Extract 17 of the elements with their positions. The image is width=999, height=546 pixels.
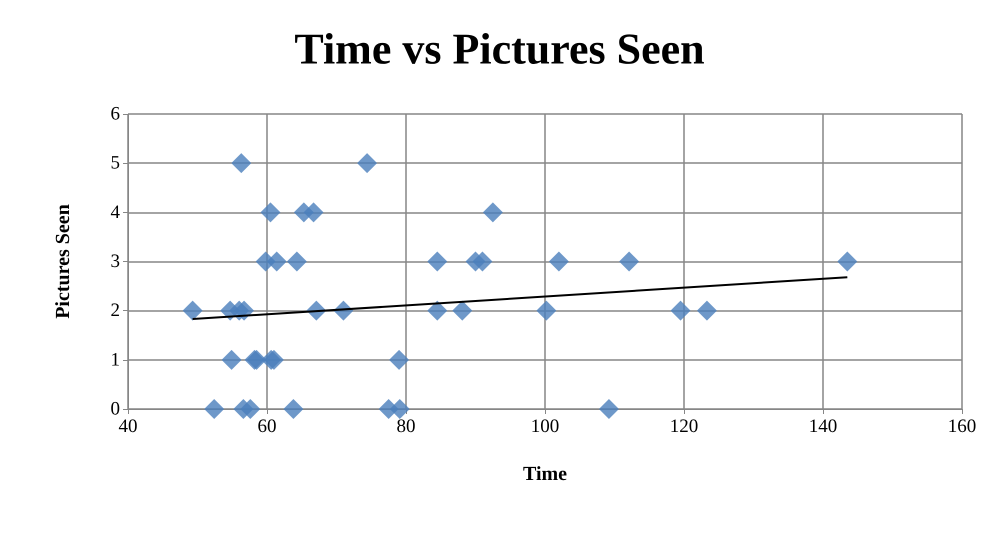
x-tick-label: 100 [530, 416, 560, 437]
x-tick-label: 140 [808, 416, 838, 437]
y-axis-title: Pictures Seen [52, 204, 74, 319]
y-tick-label: 1 [110, 349, 120, 370]
y-tick-label: 0 [110, 398, 120, 420]
x-tick-label: 60 [258, 416, 276, 437]
x-tick-label: 80 [396, 416, 416, 437]
y-tick-label: 4 [110, 202, 120, 223]
chart-title: Time vs Pictures Seen [294, 24, 705, 74]
x-tick-label: 120 [670, 416, 698, 437]
y-tick-label: 3 [110, 251, 120, 272]
y-tick-label: 2 [110, 300, 120, 322]
x-axis-title: Time [522, 463, 568, 485]
y-tick-label: 5 [110, 152, 120, 174]
x-tick-label: 160 [948, 416, 976, 437]
y-tick-label: 6 [110, 104, 120, 124]
x-tick-label: 40 [118, 416, 138, 437]
